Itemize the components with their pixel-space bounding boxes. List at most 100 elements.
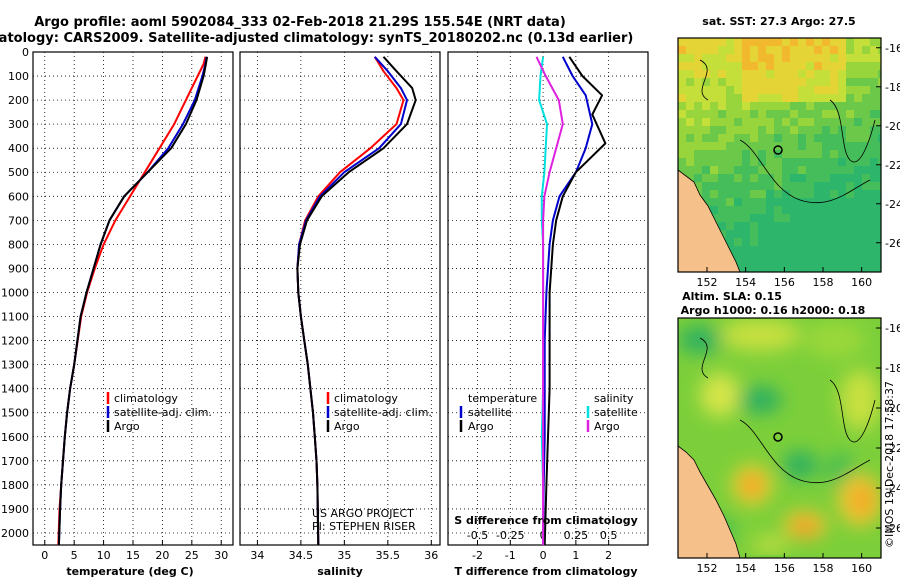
sst-cell (790, 214, 798, 222)
sst-cell (718, 182, 726, 190)
sst-cell (686, 38, 694, 46)
sst-cell (678, 78, 686, 86)
sst-cell (830, 38, 838, 46)
sst-cell (870, 54, 878, 62)
sst-cell (806, 206, 814, 214)
sst-cell (862, 142, 870, 150)
sst-cell (878, 214, 886, 222)
sst-cell (694, 118, 702, 126)
sst-cell (734, 94, 742, 102)
sst-cell (830, 214, 838, 222)
sst-cell (830, 246, 838, 254)
sst-cell (734, 230, 742, 238)
sst-cell (718, 174, 726, 182)
sst-cell (822, 46, 830, 54)
sst-cell (830, 238, 838, 246)
sst-cell (846, 94, 854, 102)
sst-cell (854, 62, 862, 70)
sst-cell (766, 150, 774, 158)
sst-cell (766, 54, 774, 62)
sst-cell (734, 166, 742, 174)
sst-cell (846, 222, 854, 230)
sst-cell (742, 94, 750, 102)
legend-s-satellite-label: satellite (594, 406, 638, 419)
sst-cell (750, 222, 758, 230)
sst-cell (790, 190, 798, 198)
sst-cell (702, 126, 710, 134)
sst-cell (790, 230, 798, 238)
sst-cell (758, 230, 766, 238)
sst-cell (774, 54, 782, 62)
legend-s-argo-label: Argo (594, 420, 620, 433)
sst-cell (766, 230, 774, 238)
sst-cell (838, 150, 846, 158)
sst-cell (798, 206, 806, 214)
sst-cell (718, 86, 726, 94)
sst-cell (774, 78, 782, 86)
sst-cell (774, 214, 782, 222)
sst-cell (806, 134, 814, 142)
sst-cell (774, 230, 782, 238)
sst-cell (830, 262, 838, 270)
sst-cell (726, 118, 734, 126)
difference-gridlines (448, 52, 648, 545)
sst-cell (718, 110, 726, 118)
sst-cell (830, 206, 838, 214)
t-difference-tick-label: 2 (605, 549, 612, 562)
depth-tick-label: 900 (8, 262, 29, 275)
sst-cell (742, 150, 750, 158)
legend-t-argo-label: Argo (468, 420, 494, 433)
sst-cell (766, 102, 774, 110)
sst-cell (878, 270, 886, 278)
sst-cell (870, 174, 878, 182)
sst-cell (854, 38, 862, 46)
sst-cell (678, 118, 686, 126)
sst-cell (822, 118, 830, 126)
sst-cell (742, 126, 750, 134)
sst-cell (726, 230, 734, 238)
sst-cell (862, 262, 870, 270)
depth-tick-labels: 0100200300400500600700800900100011001200… (1, 46, 29, 540)
sst-cell (750, 46, 758, 54)
sst-lon-tick-label: 152 (697, 276, 718, 289)
sst-cell (782, 238, 790, 246)
depth-tick-label: 200 (8, 94, 29, 107)
sst-cell (710, 70, 718, 78)
sst-cell (830, 70, 838, 78)
sst-cell (830, 46, 838, 54)
sst-cell (878, 182, 886, 190)
sst-cell (678, 54, 686, 62)
sst-cell (830, 62, 838, 70)
salinity-legend: climatology satellite-adj. clim. Argo (328, 392, 432, 433)
temperature-tick-label: 5 (71, 549, 78, 562)
sst-cell (702, 102, 710, 110)
sst-cell (822, 222, 830, 230)
sst-cell (734, 182, 742, 190)
sst-cell (862, 78, 870, 86)
sst-cell (814, 198, 822, 206)
sst-cell (758, 262, 766, 270)
sst-cell (870, 254, 878, 262)
sst-cell (718, 102, 726, 110)
sst-cell (806, 158, 814, 166)
sst-cell (742, 78, 750, 86)
sst-cell (790, 38, 798, 46)
sst-cell (862, 214, 870, 222)
sst-cell (734, 158, 742, 166)
sst-cell (734, 78, 742, 86)
sst-cell (846, 206, 854, 214)
sst-cell (822, 54, 830, 62)
sst-cell (686, 126, 694, 134)
sst-cell (774, 102, 782, 110)
sst-cell (782, 246, 790, 254)
sst-cell (750, 174, 758, 182)
sst-cell (790, 126, 798, 134)
sst-cell (750, 262, 758, 270)
sst-cell (878, 174, 886, 182)
sst-cell (838, 238, 846, 246)
sst-cell (806, 222, 814, 230)
sst-cell (790, 134, 798, 142)
sst-cell (830, 182, 838, 190)
sst-cell (814, 174, 822, 182)
sla-map-title-line2: Argo h1000: 0.16 h2000: 0.18 (681, 304, 866, 317)
